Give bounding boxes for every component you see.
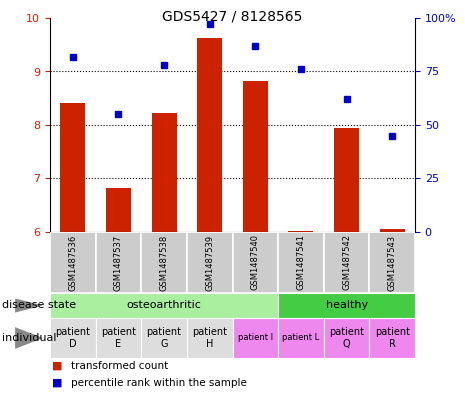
Bar [334,128,359,232]
Text: GSM1487539: GSM1487539 [205,235,214,290]
Bar [232,232,278,293]
Bar [278,232,324,293]
Bar [141,232,187,293]
Text: GSM1487537: GSM1487537 [114,234,123,291]
Text: patient L: patient L [282,334,319,343]
Bar [278,293,415,318]
Bar [141,318,187,358]
Bar [232,318,278,358]
Text: patient
R: patient R [375,327,410,349]
Bar [60,103,86,232]
Bar [369,232,415,293]
Bar [50,232,96,293]
Text: patient
G: patient G [146,327,181,349]
Bar [324,318,369,358]
Text: ■: ■ [52,378,62,388]
Text: GSM1487538: GSM1487538 [159,234,168,291]
Text: osteoarthritic: osteoarthritic [126,301,201,310]
Bar [96,232,141,293]
Bar [197,39,222,232]
Text: transformed count: transformed count [71,361,168,371]
Text: patient
H: patient H [192,327,227,349]
Polygon shape [15,327,43,349]
Text: GSM1487536: GSM1487536 [68,234,77,291]
Text: GSM1487540: GSM1487540 [251,235,260,290]
Text: disease state: disease state [2,301,76,310]
Bar [324,232,369,293]
Bar [106,188,131,232]
Text: GDS5427 / 8128565: GDS5427 / 8128565 [162,10,303,24]
Bar [379,230,405,232]
Text: percentile rank within the sample: percentile rank within the sample [71,378,246,388]
Bar [243,81,268,232]
Text: healthy: healthy [326,301,368,310]
Bar [187,232,232,293]
Bar [278,318,324,358]
Polygon shape [15,298,43,312]
Text: patient I: patient I [238,334,273,343]
Text: patient
E: patient E [101,327,136,349]
Text: individual: individual [2,333,57,343]
Bar [50,318,96,358]
Text: GSM1487543: GSM1487543 [388,235,397,290]
Bar [50,293,278,318]
Bar [96,318,141,358]
Bar [187,318,232,358]
Bar [152,113,177,232]
Text: ■: ■ [52,361,62,371]
Text: patient
D: patient D [55,327,90,349]
Text: GSM1487542: GSM1487542 [342,235,351,290]
Text: GSM1487541: GSM1487541 [297,235,306,290]
Bar [288,231,313,232]
Text: patient
Q: patient Q [329,327,364,349]
Bar [369,318,415,358]
